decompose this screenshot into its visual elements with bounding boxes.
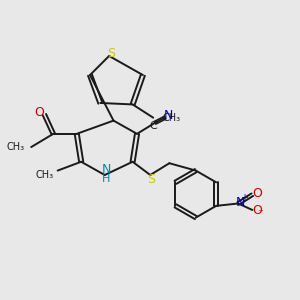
Text: H: H (102, 173, 110, 184)
Text: ⁻: ⁻ (258, 208, 263, 218)
Text: CH₃: CH₃ (35, 170, 53, 180)
Text: CH₃: CH₃ (163, 113, 181, 123)
Text: N: N (101, 163, 111, 176)
Text: S: S (107, 46, 116, 59)
Text: C: C (149, 121, 157, 130)
Text: O: O (252, 204, 262, 217)
Text: CH₃: CH₃ (7, 142, 25, 152)
Text: N: N (164, 110, 173, 122)
Text: S: S (147, 173, 155, 186)
Text: N: N (235, 196, 245, 209)
Text: O: O (252, 187, 262, 200)
Text: +: + (240, 193, 248, 203)
Text: O: O (34, 106, 44, 119)
